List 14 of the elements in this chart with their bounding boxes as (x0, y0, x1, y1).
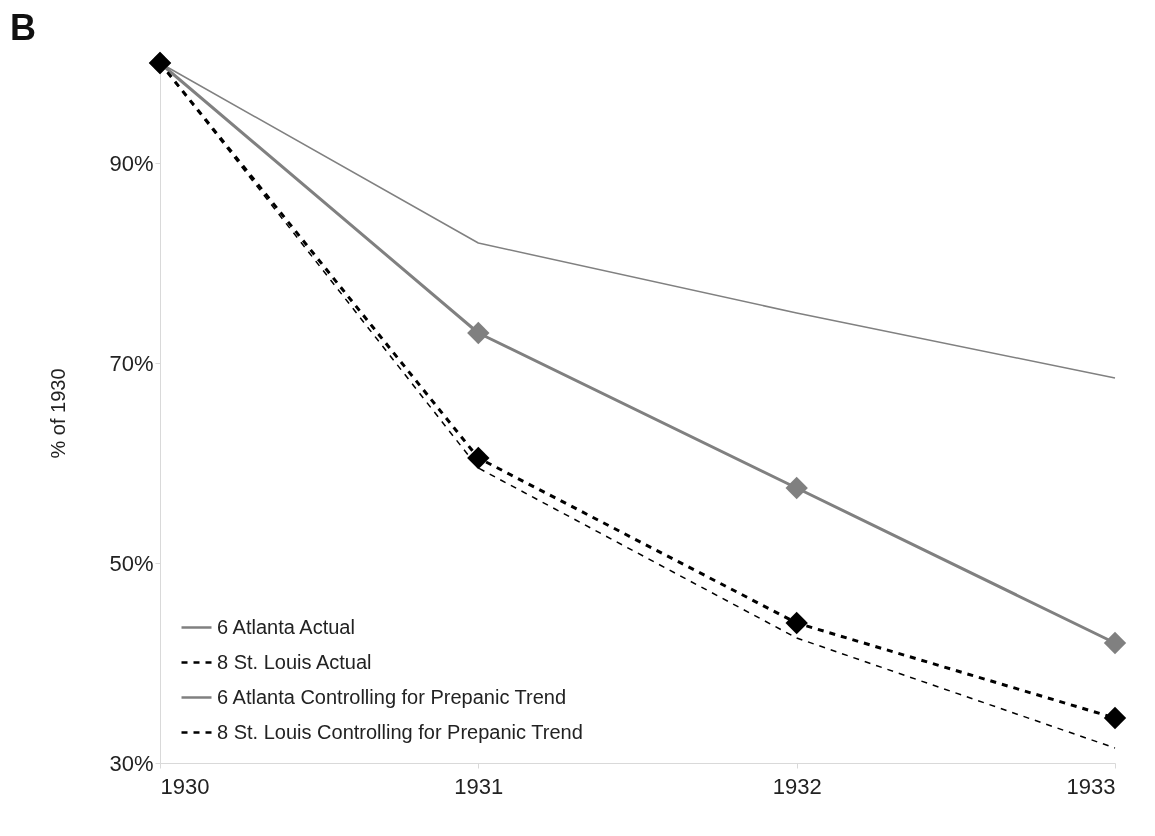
legend-label: 6 Atlanta Actual (217, 615, 355, 638)
x-tick-label: 1933 (1066, 773, 1116, 799)
x-tick-label: 1932 (772, 773, 822, 799)
y-tick-label: 90% (109, 150, 154, 176)
chart-title: B (10, 6, 36, 48)
legend-label: 6 Atlanta Controlling for Prepanic Trend (217, 685, 567, 708)
x-tick-label: 1931 (454, 773, 504, 799)
y-tick-label: 50% (109, 550, 154, 576)
y-tick-label: 70% (109, 350, 154, 376)
legend-label: 8 St. Louis Actual (217, 650, 372, 673)
y-tick-label: 30% (109, 750, 154, 776)
y-axis-title: % of 1930 (47, 368, 70, 459)
x-tick-label: 1930 (160, 773, 210, 799)
legend-label: 8 St. Louis Controlling for Prepanic Trend (217, 720, 583, 743)
